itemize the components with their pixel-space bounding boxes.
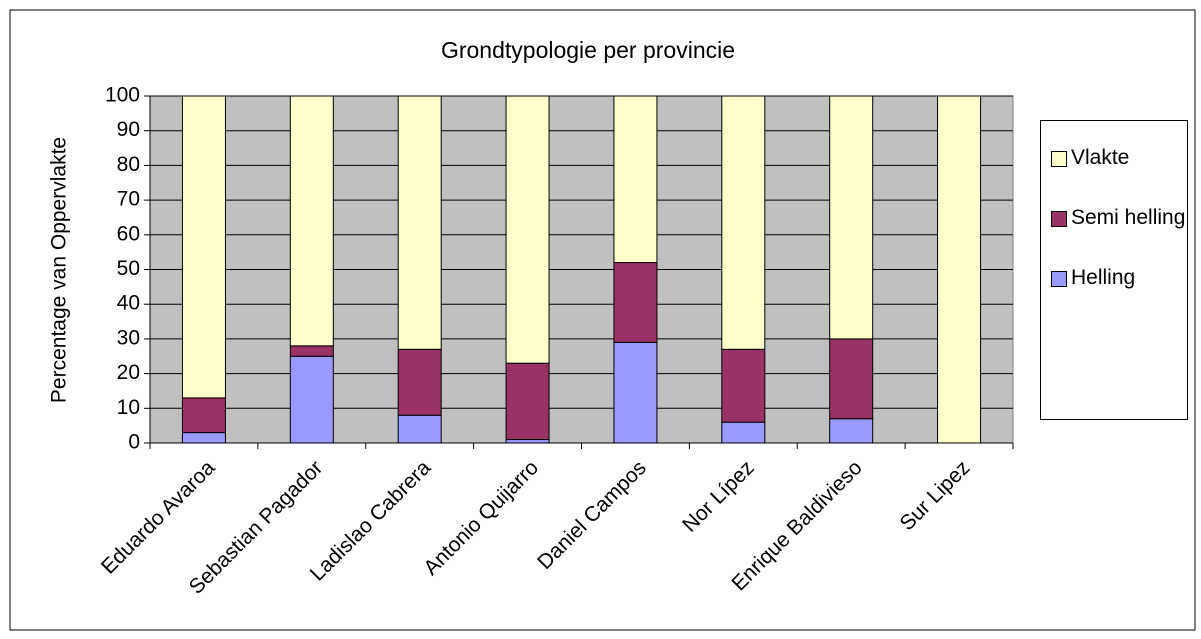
y-tick-label: 0 — [128, 431, 140, 454]
legend-label: Helling — [1071, 266, 1136, 289]
bar-segment — [829, 95, 874, 340]
bar-segment — [289, 95, 334, 347]
y-tick-label: 10 — [117, 396, 140, 419]
bar-segment — [505, 362, 550, 441]
bar-segment — [721, 421, 766, 444]
legend-label: Semi helling — [1071, 206, 1186, 229]
bar-segment — [829, 418, 874, 444]
legend-entry: Vlakte — [1051, 141, 1187, 175]
legend-swatch — [1051, 211, 1067, 227]
bar-segment — [397, 348, 442, 416]
bar-segment — [289, 345, 334, 357]
bar-segment — [181, 95, 226, 399]
y-tick-label: 50 — [117, 257, 140, 280]
y-tick-label: 60 — [117, 222, 140, 245]
bar-segment — [181, 397, 226, 434]
y-tick-label: 100 — [105, 84, 140, 107]
legend-swatch — [1051, 271, 1067, 287]
y-axis-label: Percentage van Oppervlakte — [48, 137, 71, 403]
bar-segment — [289, 355, 334, 444]
bar-segment — [721, 95, 766, 350]
bar-segment — [613, 95, 658, 264]
bar-segment — [505, 95, 550, 364]
legend-label: Vlakte — [1071, 146, 1130, 169]
bar-segment — [397, 414, 442, 444]
chart-title: Grondtypologie per provincie — [441, 37, 735, 63]
y-tick-label: 40 — [117, 292, 140, 315]
legend-entry: Semi helling — [1051, 201, 1187, 235]
bar-segment — [505, 439, 550, 444]
y-tick-label: 90 — [117, 118, 140, 141]
bar-segment — [829, 338, 874, 420]
bar-segment — [721, 348, 766, 423]
bar-segment — [397, 95, 442, 350]
legend: Vlakte Semi helling Helling — [1040, 120, 1188, 420]
bar-segment — [937, 95, 982, 444]
bar-segment — [613, 262, 658, 343]
legend-swatch — [1051, 151, 1067, 167]
bar-segment — [613, 341, 658, 444]
y-tick-label: 20 — [117, 361, 140, 384]
y-tick-label: 70 — [117, 188, 140, 211]
y-tick-label: 30 — [117, 326, 140, 349]
y-tick-label: 80 — [117, 153, 140, 176]
bar-segment — [181, 432, 226, 444]
legend-entry: Helling — [1051, 261, 1187, 295]
